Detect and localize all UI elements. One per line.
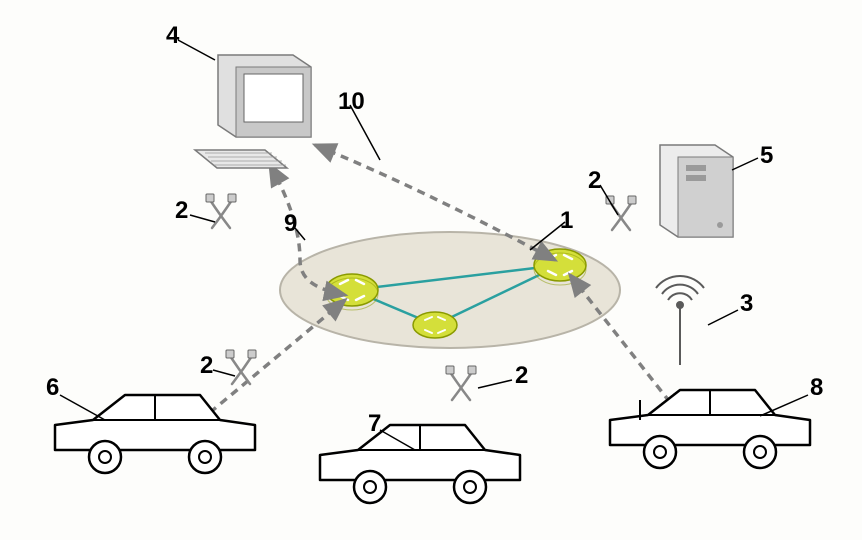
diagram-svg [0, 0, 862, 540]
cable-icon-b [226, 350, 256, 384]
cable-icon-a [206, 194, 236, 228]
edge-car-left [195, 300, 345, 425]
car-left [55, 395, 255, 473]
car-mid [320, 425, 520, 503]
car-right [610, 390, 810, 468]
server-icon [660, 145, 733, 237]
diagram-stage: 4 10 2 9 1 2 5 3 2 2 6 7 8 [0, 0, 862, 540]
computer-icon [195, 55, 311, 168]
antenna-icon [656, 276, 704, 365]
router-b [413, 312, 457, 338]
cable-icon-c [446, 366, 476, 400]
